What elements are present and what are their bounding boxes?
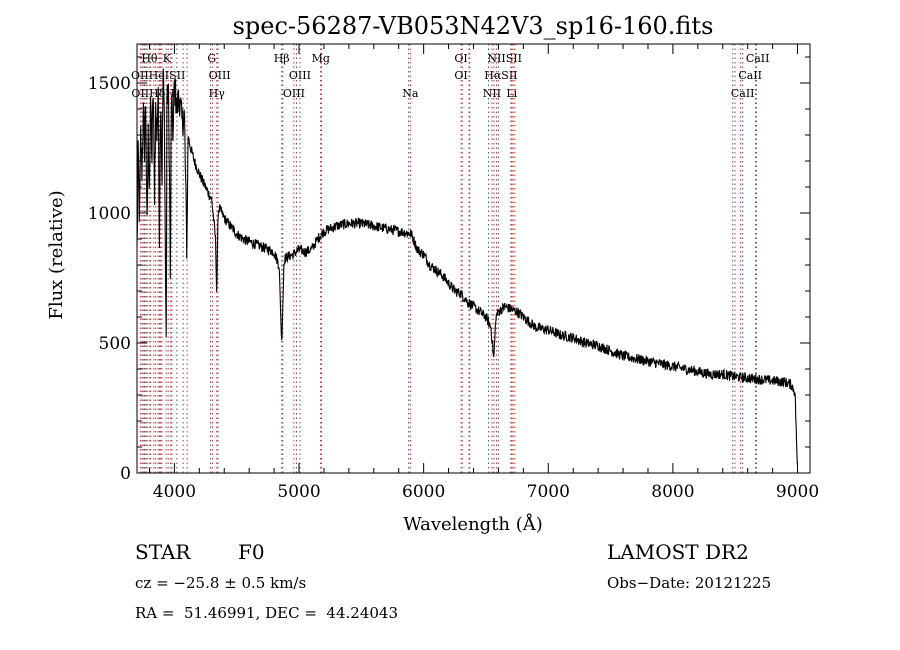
x-tick-label: 8000: [651, 482, 694, 502]
line-label: K: [163, 52, 172, 65]
line-label: Na: [402, 87, 419, 100]
line-label: OIII: [283, 87, 305, 100]
x-axis-label: Wavelength (Å): [403, 513, 543, 535]
line-label: OI: [454, 52, 467, 65]
y-tick-label: 500: [99, 334, 131, 354]
object-class: STAR: [135, 540, 191, 564]
line-label: NII: [483, 87, 501, 100]
spectrum-line: [136, 68, 798, 465]
y-tick-label: 0: [120, 464, 131, 484]
y-axis-label: Flux (relative): [46, 190, 67, 319]
line-label: G: [207, 52, 216, 65]
line-labels: Hθ K G Hβ Mg OI NIISII CaII OIIHeISII OIII OIII OI H…: [131, 52, 769, 100]
coordinates: RA = 51.46991, DEC = 44.24043: [135, 604, 399, 622]
line-label: OIII: [289, 69, 311, 82]
line-label: Hγ: [209, 87, 226, 100]
line-label: OI: [454, 69, 467, 82]
y-tick-label: 1000: [88, 204, 131, 224]
axis-ticks: 4000 5000 6000 7000 8000 9000 0 500 1000 1500: [88, 44, 819, 502]
line-label: Mg: [312, 52, 330, 65]
line-label: Hβ: [274, 52, 290, 65]
line-label: OIIHδH: [131, 87, 175, 100]
x-tick-label: 7000: [527, 482, 570, 502]
line-label: CaII: [731, 87, 755, 100]
line-label: HαSII: [484, 69, 517, 82]
line-markers: [139, 44, 757, 473]
chart-title: spec-56287-VB053N42V3_sp16-160.fits: [233, 12, 714, 40]
y-tick-label: 1500: [88, 74, 131, 94]
redshift-text: cz = −25.8 ± 0.5 km/s: [135, 574, 307, 592]
line-label: Hθ: [141, 52, 158, 65]
line-label: Li: [506, 87, 517, 100]
line-label: OIII: [209, 69, 231, 82]
obs-date: Obs−Date: 20121225: [607, 574, 772, 592]
line-label: CaII: [746, 52, 770, 65]
line-label: NIISII: [487, 52, 522, 65]
line-label: OIIHeISII: [131, 69, 185, 82]
x-tick-label: 9000: [776, 482, 819, 502]
plot-frame: [136, 43, 811, 474]
x-tick-label: 5000: [277, 482, 320, 502]
x-tick-label: 4000: [153, 482, 196, 502]
object-subclass: F0: [238, 540, 265, 564]
x-tick-label: 6000: [402, 482, 445, 502]
survey-name: LAMOST DR2: [607, 540, 749, 564]
line-label: CaII: [738, 69, 762, 82]
